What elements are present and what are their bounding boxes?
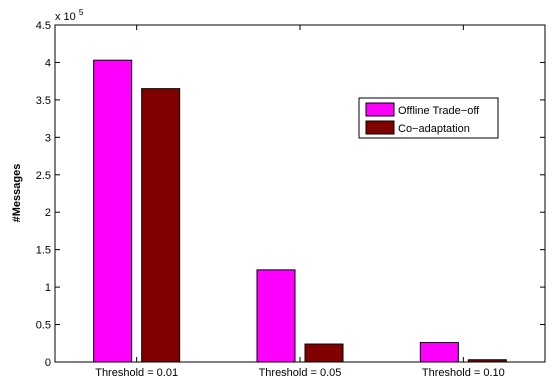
bar-coadaptation xyxy=(141,88,181,363)
y-tick-label: 2 xyxy=(45,207,51,219)
y-tick-labels: 0 0.5 1 1.5 2 2.5 3 3.5 4 4.5 xyxy=(36,20,51,369)
y-multiplier: x 10 5 xyxy=(55,8,84,23)
bar-offline-tradeoff xyxy=(93,59,133,363)
plot-area xyxy=(54,24,546,363)
bar-offline-tradeoff xyxy=(419,342,459,363)
legend: Offline Trade−off Co−adaptation xyxy=(358,97,499,139)
y-tick-label: 0.5 xyxy=(36,320,51,332)
y-tick-label: 2.5 xyxy=(36,170,51,182)
y-tick-label: 3 xyxy=(45,132,51,144)
bar-coadaptation xyxy=(304,343,344,363)
y-tick-label: 0 xyxy=(45,357,51,369)
y-tick-label: 4 xyxy=(45,57,51,69)
bar-offline-tradeoff xyxy=(256,269,296,363)
bar-coadaptation xyxy=(467,359,507,363)
y-tick-label: 1.5 xyxy=(36,245,51,257)
x-tick-label: Threshold = 0.01 xyxy=(95,367,178,379)
legend-swatch-offline xyxy=(365,102,395,117)
y-tick-label: 3.5 xyxy=(36,95,51,107)
legend-swatch-coadaptation xyxy=(365,120,395,135)
x-tick-label: Threshold = 0.10 xyxy=(422,367,505,379)
y-axis-label: #Messages xyxy=(11,164,23,223)
legend-label-coadaptation: Co−adaptation xyxy=(398,123,470,135)
y-multiplier-exponent: 5 xyxy=(79,8,84,17)
axis-ticks xyxy=(55,24,545,363)
bars xyxy=(93,59,507,363)
x-tick-label: Threshold = 0.05 xyxy=(259,367,342,379)
y-tick-label: 4.5 xyxy=(36,20,51,32)
legend-label-offline: Offline Trade−off xyxy=(398,105,480,117)
y-tick-label: 1 xyxy=(45,282,51,294)
x-tick-labels: Threshold = 0.01 Threshold = 0.05 Threshol… xyxy=(95,367,505,379)
y-multiplier-base: x 10 xyxy=(55,11,76,23)
